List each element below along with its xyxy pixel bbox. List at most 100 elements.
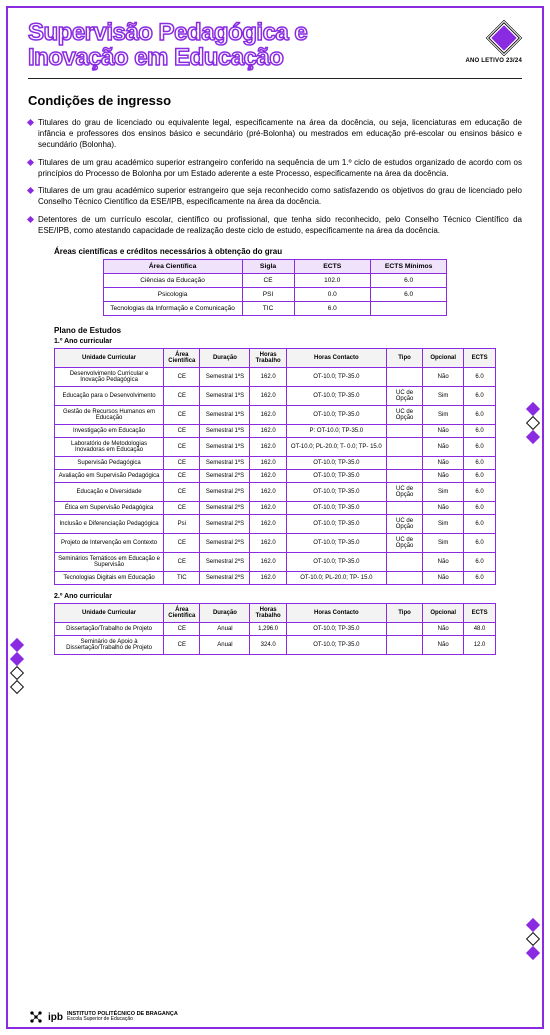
table-cell: 6.0 <box>464 533 496 552</box>
table-cell: Semestral 1ºS <box>200 367 250 386</box>
table-cell: Educação e Diversidade <box>55 482 164 501</box>
table-cell: Anual <box>200 622 250 635</box>
table-cell: UC de Opção <box>386 514 422 533</box>
table-cell: TIC <box>164 571 200 584</box>
table-cell: 0.0 <box>294 287 370 301</box>
divider <box>28 78 522 79</box>
column-header: Opcional <box>423 603 464 622</box>
table-cell: 6.0 <box>464 501 496 514</box>
table-cell: 162.0 <box>250 571 286 584</box>
column-header: Unidade Curricular <box>55 603 164 622</box>
table-cell: Avaliação em Supervisão Pedagógica <box>55 469 164 482</box>
table-cell <box>386 622 422 635</box>
column-header: Área Científica <box>164 348 200 367</box>
table-cell: OT-10.0; TP-35.0 <box>286 635 386 654</box>
table-cell: 6.0 <box>464 424 496 437</box>
year2-label: 2.º Ano curricular <box>54 593 496 600</box>
table-cell: 162.0 <box>250 456 286 469</box>
table-row: Ciências da EducaçãoCE102.06.0 <box>103 273 447 287</box>
table-cell: Inclusão e Diferenciação Pedagógica <box>55 514 164 533</box>
table-row: Tecnologias da Informação e ComunicaçãoT… <box>103 301 447 315</box>
page-title-line1: Supervisão Pedagógica e <box>28 20 307 45</box>
bullet-item: Detentores de um currículo escolar, cien… <box>28 215 522 237</box>
table-cell: Não <box>423 552 464 571</box>
footer-brand: ipb <box>48 1012 63 1023</box>
table-row: Projeto de Intervenção em ContextoCESeme… <box>55 533 496 552</box>
table-cell: Psi <box>164 514 200 533</box>
table-row: Laboratório de Metodologias Inovadoras e… <box>55 437 496 456</box>
table-cell: 162.0 <box>250 482 286 501</box>
table-cell <box>386 571 422 584</box>
table-cell: 6.0 <box>464 552 496 571</box>
table-cell: CE <box>242 273 294 287</box>
table-cell: Investigação em Educação <box>55 424 164 437</box>
table-cell: OT-10.0; TP-35.0 <box>286 622 386 635</box>
table-cell: 162.0 <box>250 514 286 533</box>
table-cell <box>386 552 422 571</box>
table-row: Educação e DiversidadeCESemestral 2ºS162… <box>55 482 496 501</box>
footer-text: INSTITUTO POLITÉCNICO DE BRAGANÇA Escola… <box>67 1012 178 1023</box>
table-cell: OT-10.0; PL-20.0; T- 0.0; TP- 15.0 <box>286 437 386 456</box>
table-cell: Semestral 2ºS <box>200 482 250 501</box>
table-cell: Tecnologias da Informação e Comunicação <box>103 301 242 315</box>
column-header: ECTS <box>464 603 496 622</box>
table-cell <box>386 424 422 437</box>
page-content: Supervisão Pedagógica e Inovação em Educ… <box>8 8 542 1027</box>
column-header: Horas Trabalho <box>250 603 286 622</box>
column-header: Horas Contacto <box>286 603 386 622</box>
table-cell: 162.0 <box>250 367 286 386</box>
table-cell: Semestral 2ºS <box>200 469 250 482</box>
column-header: ECTS <box>464 348 496 367</box>
ipb-logo-icon <box>28 1009 44 1025</box>
table-cell: Ética em Supervisão Pedagógica <box>55 501 164 514</box>
table-cell: CE <box>164 501 200 514</box>
table-cell: Semestral 2ºS <box>200 501 250 514</box>
table-cell: 6.0 <box>464 469 496 482</box>
table-cell: 6.0 <box>370 273 446 287</box>
table-cell: Supervisão Pedagógica <box>55 456 164 469</box>
table-cell: Não <box>423 635 464 654</box>
table-cell: 6.0 <box>370 287 446 301</box>
bullet-item: Titulares do grau de licenciado ou equiv… <box>28 118 522 150</box>
table-row: Dissertação/Trabalho de ProjetoCEAnual1,… <box>55 622 496 635</box>
table-cell: Não <box>423 456 464 469</box>
table-cell: Não <box>423 622 464 635</box>
table-cell: 162.0 <box>250 501 286 514</box>
table-cell <box>386 635 422 654</box>
table-cell: Semestral 2ºS <box>200 571 250 584</box>
table-row: Seminários Temáticos em Educação e Super… <box>55 552 496 571</box>
table-cell: OT-10.0; TP-35.0 <box>286 469 386 482</box>
table-row: Seminário de Apoio à Dissertação/Trabalh… <box>55 635 496 654</box>
table-cell: Projeto de Intervenção em Contexto <box>55 533 164 552</box>
academic-year: ANO LETIVO 23/24 <box>465 58 522 64</box>
year1-label: 1.º Ano curricular <box>54 338 496 345</box>
table-cell: Seminário de Apoio à Dissertação/Trabalh… <box>55 635 164 654</box>
table-cell: CE <box>164 386 200 405</box>
table-cell: PSI <box>242 287 294 301</box>
plan-title: Plano de Estudos <box>54 326 496 335</box>
table-cell: Não <box>423 469 464 482</box>
table-cell: CE <box>164 367 200 386</box>
column-header: Unidade Curricular <box>55 348 164 367</box>
table-cell: Sim <box>423 482 464 501</box>
table-row: Supervisão PedagógicaCESemestral 1ºS162.… <box>55 456 496 469</box>
table-cell: OT-10.0; TP-35.0 <box>286 533 386 552</box>
table-cell <box>370 301 446 315</box>
table-cell: Semestral 1ºS <box>200 424 250 437</box>
table-row: PsicologiaPSI0.06.0 <box>103 287 447 301</box>
table-cell: 6.0 <box>464 367 496 386</box>
table-cell: CE <box>164 405 200 424</box>
column-header: Duração <box>200 348 250 367</box>
table-cell: CE <box>164 469 200 482</box>
table-cell: OT-10.0; PL-20.0; TP- 15.0 <box>286 571 386 584</box>
table-cell <box>386 437 422 456</box>
table-cell: Semestral 2ºS <box>200 514 250 533</box>
table-cell: OT-10.0; TP-35.0 <box>286 405 386 424</box>
table-cell: Semestral 1ºS <box>200 437 250 456</box>
table-cell: 48.0 <box>464 622 496 635</box>
table-cell: UC de Opção <box>386 533 422 552</box>
table-cell: Sim <box>423 386 464 405</box>
table-cell: Psicologia <box>103 287 242 301</box>
table-cell: Gestão de Recursos Humanos em Educação <box>55 405 164 424</box>
footer: ipb INSTITUTO POLITÉCNICO DE BRAGANÇA Es… <box>28 1009 178 1025</box>
